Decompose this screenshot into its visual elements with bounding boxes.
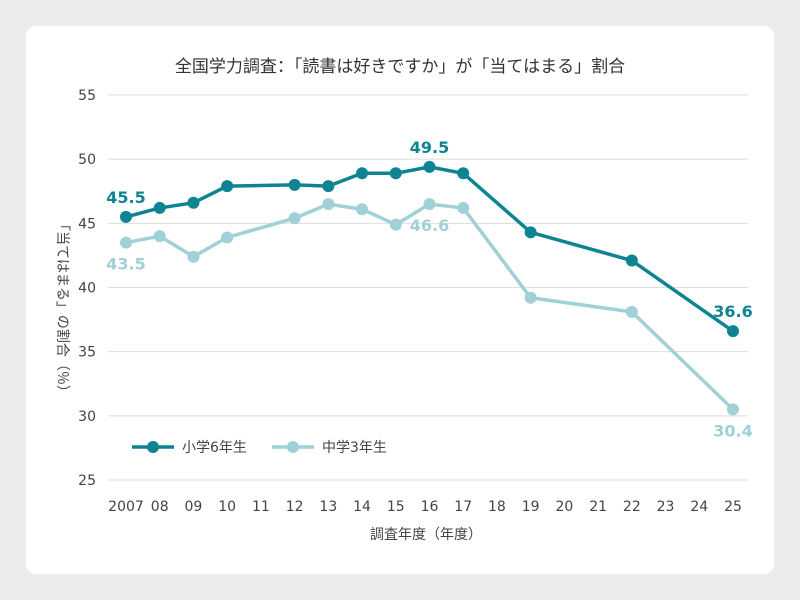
x-tick-label: 19 [522,499,540,515]
legend-item-0: 小学6年生 [132,440,247,456]
data-point [524,291,537,304]
data-point [153,201,166,214]
x-tick-label: 13 [319,499,337,515]
data-point [187,250,200,263]
y-tick-label: 35 [78,345,96,361]
x-tick-label: 10 [218,499,236,515]
y-tick-label: 50 [78,152,96,168]
data-point [288,178,301,191]
data-label: 46.6 [410,216,449,235]
line-chart: 全国学力調査：「読書は好きですか」が「当てはまる」割合 25 30 35 40 45 50… [54,57,753,543]
data-point [389,218,402,231]
legend-item-1: 中学3年生 [272,440,387,456]
x-tick-label: 16 [421,499,439,515]
data-point [423,160,436,173]
y-tick-label: 30 [78,409,96,425]
data-point [625,305,638,318]
chart-title: 全国学力調査：「読書は好きですか」が「当てはまる」割合 [175,57,625,77]
data-point [120,210,132,223]
data-point [727,325,739,338]
data-label: 45.5 [106,188,145,207]
legend-swatch-marker [147,441,159,453]
x-tick-label: 24 [690,499,708,515]
data-labels: 43.5 46.6 30.4 45.5 49.5 36.6 [106,138,752,441]
series-line-0 [125,165,735,333]
series-0 [120,160,739,338]
x-tick-label: 21 [589,499,607,515]
data-point [524,226,537,239]
legend-swatch-marker [287,441,299,453]
series-1 [120,198,739,416]
x-tick-label: 14 [353,499,371,515]
legend-label: 小学6年生 [182,440,247,456]
y-tick-label: 45 [78,216,96,232]
x-axis-ticks: 2007 08 09 10 11 12 13 14 15 16 17 18 19 20 21 22 23 24 25 [108,499,742,515]
y-tick-label: 55 [78,88,96,104]
x-tick-label: 17 [454,499,472,515]
x-tick-label: 23 [657,499,675,515]
data-point [322,180,335,193]
data-point [727,403,739,416]
y-axis-label-group: 「当てはまる」の割合（％） [54,217,71,399]
data-point [322,198,335,211]
data-point [153,230,166,243]
y-axis-label: 「当てはまる」の割合（％） [54,217,71,399]
x-tick-label: 18 [488,499,506,515]
data-point [120,236,132,249]
x-axis-label: 調査年度（年度） [370,527,482,543]
x-tick-label: 08 [151,499,169,515]
data-point [389,167,402,180]
data-point [457,201,470,214]
data-point [423,198,436,211]
data-point [457,167,470,180]
x-tick-label: 11 [252,499,270,515]
data-point [187,196,200,209]
y-tick-label: 40 [78,281,96,297]
data-point [221,231,234,244]
gridlines [108,94,748,481]
x-tick-label: 25 [724,499,742,515]
data-point [625,254,638,267]
x-tick-label: 15 [387,499,405,515]
data-label: 43.5 [106,255,145,274]
data-label: 30.4 [713,421,752,440]
data-point [356,203,369,216]
data-label: 36.6 [713,302,752,321]
y-axis-ticks: 25 30 35 40 45 50 55 [78,88,96,489]
x-tick-label: 22 [623,499,641,515]
x-tick-label: 2007 [108,499,144,515]
legend-label: 中学3年生 [322,440,387,456]
legend: 小学6年生 中学3年生 [132,440,387,456]
data-point [356,167,369,180]
series-group [120,160,739,416]
data-point [221,180,234,193]
x-tick-label: 20 [555,499,573,515]
chart-card: 全国学力調査：「読書は好きですか」が「当てはまる」割合 25 30 35 40 45 50… [26,26,774,574]
x-tick-label: 09 [185,499,203,515]
data-point [288,212,301,225]
y-tick-label: 25 [78,473,96,489]
x-tick-label: 12 [286,499,304,515]
data-label: 49.5 [410,138,449,157]
